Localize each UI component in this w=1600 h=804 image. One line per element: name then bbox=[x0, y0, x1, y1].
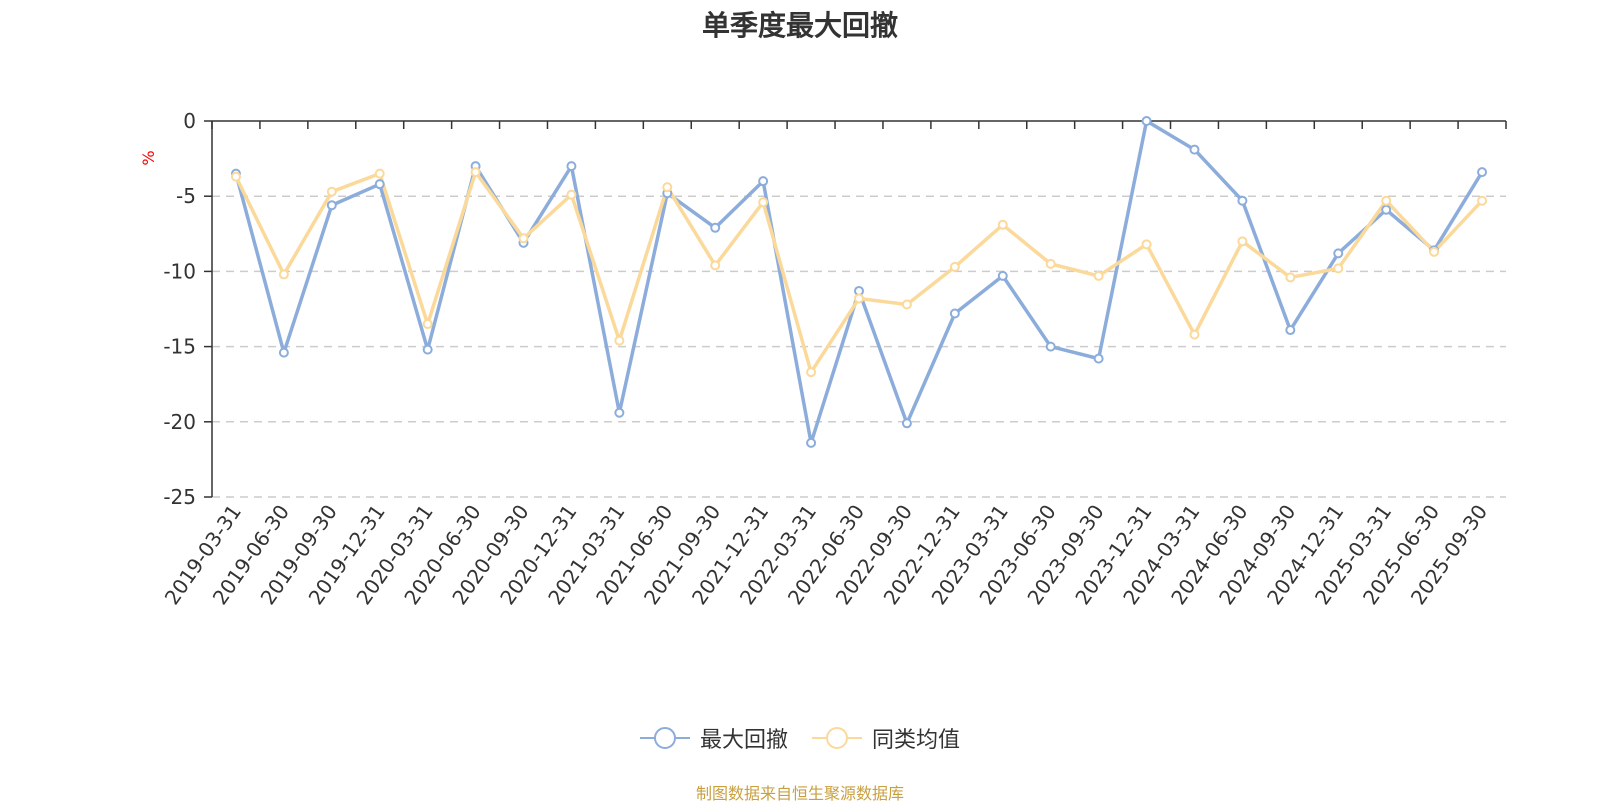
data-point-series-1 bbox=[374, 168, 385, 179]
data-point-series-1 bbox=[710, 260, 721, 271]
data-point-series-1 bbox=[422, 319, 433, 330]
legend-marker-max-drawdown bbox=[639, 727, 690, 749]
data-point-series-1 bbox=[806, 367, 817, 378]
data-point-series-1 bbox=[662, 182, 673, 193]
data-point-series-1 bbox=[470, 167, 481, 178]
series-line-0 bbox=[234, 119, 1484, 445]
data-point-series-1 bbox=[518, 233, 529, 244]
data-point-series-1 bbox=[1285, 272, 1296, 283]
data-point-series-0 bbox=[1477, 167, 1488, 178]
y-tick-label: -10 bbox=[163, 259, 196, 283]
data-point-series-0 bbox=[326, 200, 337, 211]
y-tick-label: -15 bbox=[163, 335, 196, 359]
legend-item-peer-average[interactable]: 同类均值 bbox=[812, 722, 960, 754]
data-point-series-1 bbox=[1141, 239, 1152, 250]
data-point-series-0 bbox=[566, 161, 577, 172]
data-point-series-1 bbox=[854, 293, 864, 304]
data-point-series-1 bbox=[1333, 263, 1344, 274]
data-point-series-1 bbox=[326, 186, 337, 197]
footer-source: 制图数据来自恒生聚源数据库 bbox=[695, 784, 904, 803]
data-point-series-1 bbox=[901, 299, 912, 310]
data-point-series-0 bbox=[278, 347, 289, 358]
data-point-series-1 bbox=[566, 189, 577, 200]
data-point-series-0 bbox=[1189, 144, 1200, 155]
data-point-series-1 bbox=[1189, 329, 1200, 340]
data-point-series-0 bbox=[997, 270, 1008, 281]
data-point-series-0 bbox=[1333, 248, 1344, 259]
data-point-series-0 bbox=[710, 222, 721, 233]
data-point-series-0 bbox=[614, 407, 625, 418]
data-point-series-1 bbox=[1093, 270, 1104, 281]
legend-label-peer-average: 同类均值 bbox=[872, 728, 961, 753]
data-point-series-0 bbox=[374, 179, 385, 190]
y-axis-label: % bbox=[139, 150, 158, 165]
y-tick-label: -5 bbox=[176, 184, 196, 208]
data-point-series-1 bbox=[758, 197, 769, 208]
data-point-series-1 bbox=[997, 219, 1008, 230]
y-tick-label: -25 bbox=[163, 485, 196, 509]
data-point-series-0 bbox=[806, 437, 817, 448]
series-line-1 bbox=[234, 170, 1484, 374]
legend-marker-peer-average bbox=[812, 727, 862, 749]
data-point-series-1 bbox=[1477, 195, 1488, 206]
data-point-series-0 bbox=[901, 418, 912, 429]
y-tick-label: -20 bbox=[163, 410, 196, 434]
series-layer bbox=[230, 116, 1488, 448]
data-point-series-0 bbox=[949, 308, 960, 319]
data-point-series-1 bbox=[1429, 246, 1440, 257]
data-point-series-1 bbox=[230, 171, 241, 182]
data-point-series-0 bbox=[1381, 204, 1392, 215]
data-point-series-0 bbox=[1237, 195, 1248, 206]
data-point-series-1 bbox=[949, 261, 960, 272]
data-point-series-0 bbox=[1093, 353, 1104, 364]
axis-layer: 0-5-10-15-20-252019-03-312019-06-302019-… bbox=[160, 109, 1507, 609]
data-point-series-1 bbox=[278, 269, 289, 280]
data-point-series-1 bbox=[1381, 195, 1392, 206]
data-point-series-0 bbox=[422, 344, 433, 355]
data-point-series-1 bbox=[1237, 236, 1248, 247]
data-point-series-0 bbox=[1285, 325, 1296, 336]
y-tick-label: 0 bbox=[183, 109, 196, 133]
grid-layer bbox=[212, 195, 1506, 498]
data-point-series-1 bbox=[1045, 258, 1056, 269]
data-point-series-1 bbox=[614, 335, 625, 346]
legend-item-max-drawdown[interactable]: 最大回撤 bbox=[639, 722, 788, 754]
chart-title: 单季度最大回撤 bbox=[701, 9, 898, 42]
data-point-series-0 bbox=[1141, 116, 1152, 126]
data-point-series-0 bbox=[758, 176, 769, 187]
data-point-series-0 bbox=[1045, 341, 1056, 352]
legend-label-max-drawdown: 最大回撤 bbox=[699, 728, 788, 753]
legend: 最大回撤 同类均值 bbox=[0, 722, 1600, 754]
